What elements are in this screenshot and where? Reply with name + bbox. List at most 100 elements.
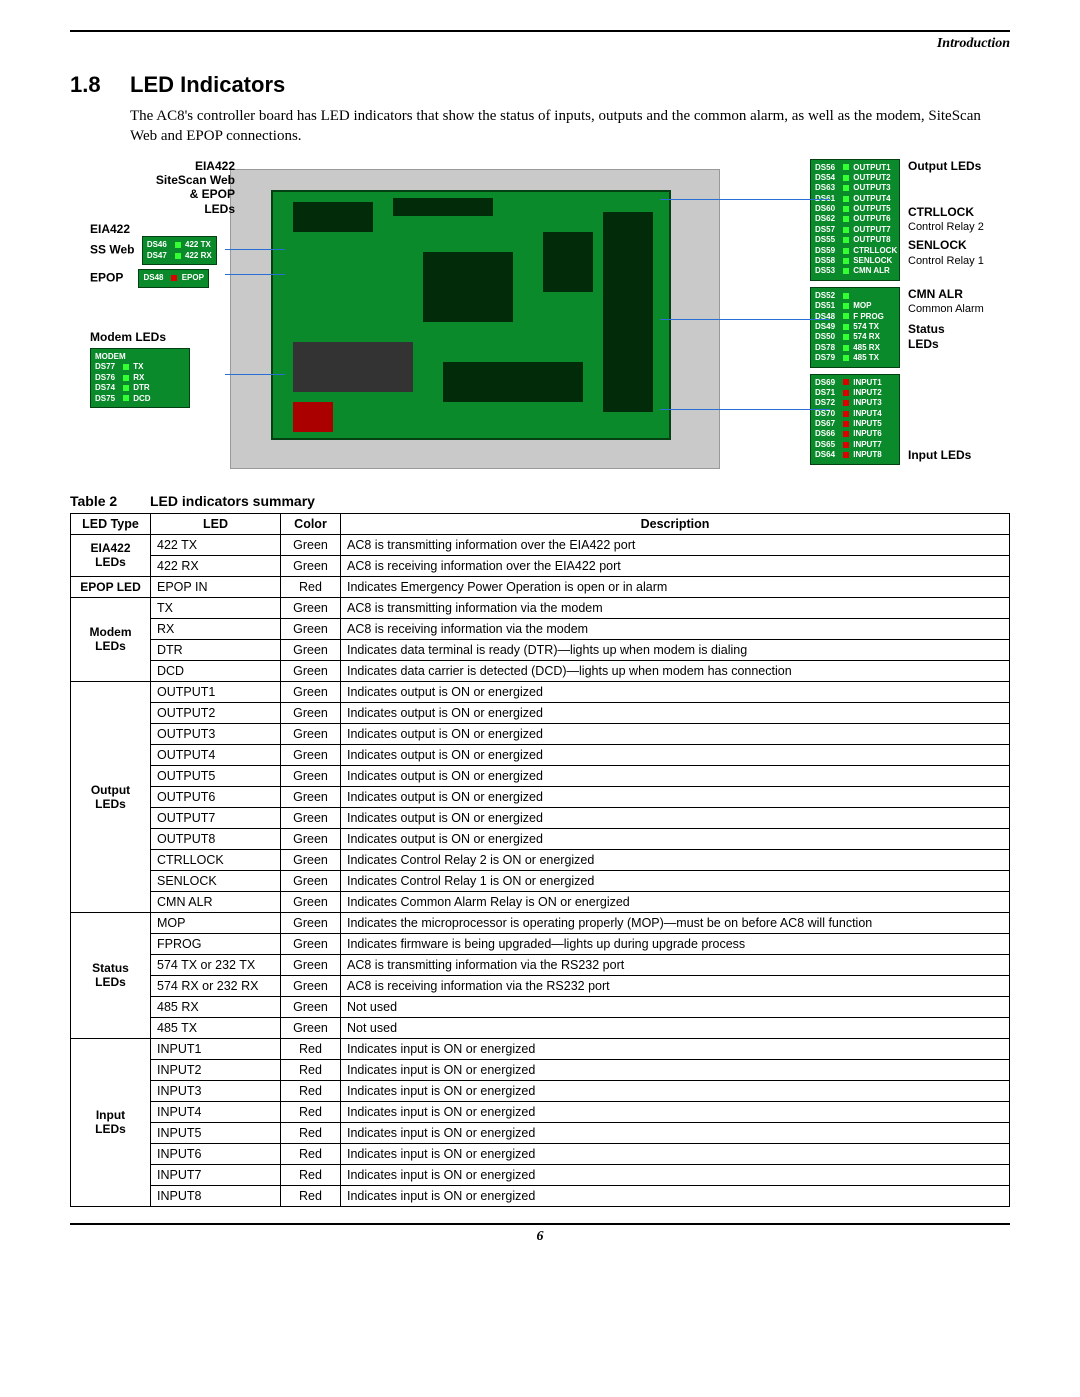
led-color-cell: Green [281,702,341,723]
led-name-cell: TX [151,597,281,618]
table-row: 574 TX or 232 TXGreenAC8 is transmitting… [71,954,1010,975]
led-type-cell: EPOP LED [71,576,151,597]
input-led-block: DS69 INPUT1DS71 INPUT2DS72 INPUT3DS70 IN… [810,374,900,465]
connector-line [225,374,285,375]
modem-leds-label: Modem LEDs [90,330,235,344]
led-desc-cell: Indicates input is ON or energized [341,1080,1010,1101]
table-number: Table 2 [70,493,150,509]
led-name-cell: 485 RX [151,996,281,1017]
table-row: 574 RX or 232 RXGreenAC8 is receiving in… [71,975,1010,996]
intro-paragraph: The AC8's controller board has LED indic… [130,106,1010,147]
connector-line [660,199,830,200]
led-name-cell: INPUT6 [151,1143,281,1164]
led-color-cell: Red [281,1122,341,1143]
epop-label: EPOP DS48 EPOP [90,269,235,287]
table-row: FPROGGreenIndicates firmware is being up… [71,933,1010,954]
led-desc-cell: Indicates Control Relay 2 is ON or energ… [341,849,1010,870]
table-row: INPUT7RedIndicates input is ON or energi… [71,1164,1010,1185]
led-desc-cell: Indicates input is ON or energized [341,1038,1010,1059]
led-name-cell: DCD [151,660,281,681]
led-color-cell: Green [281,954,341,975]
led-color-cell: Green [281,786,341,807]
led-type-cell: OutputLEDs [71,681,151,912]
led-name-cell: OUTPUT4 [151,744,281,765]
led-name-cell: OUTPUT5 [151,765,281,786]
led-name-cell: INPUT3 [151,1080,281,1101]
led-name-cell: 422 TX [151,534,281,555]
led-name-cell: OUTPUT6 [151,786,281,807]
led-color-cell: Red [281,1080,341,1101]
connector-line [225,274,285,275]
led-color-cell: Red [281,1143,341,1164]
senlock-label: SENLOCK [908,238,984,252]
table-header: LED TypeLEDColorDescription [71,513,1010,534]
led-desc-cell: Indicates data terminal is ready (DTR)—l… [341,639,1010,660]
led-name-cell: INPUT2 [151,1059,281,1080]
led-desc-cell: Indicates output is ON or energized [341,786,1010,807]
input-leds-label: Input LEDs [908,448,971,462]
led-desc-cell: Indicates Common Alarm Relay is ON or en… [341,891,1010,912]
led-desc-cell: Indicates output is ON or energized [341,828,1010,849]
led-name-cell: CTRLLOCK [151,849,281,870]
led-name-cell: 574 RX or 232 RX [151,975,281,996]
table-row: CMN ALRGreenIndicates Common Alarm Relay… [71,891,1010,912]
led-desc-cell: Indicates input is ON or energized [341,1164,1010,1185]
led-desc-cell: Indicates data carrier is detected (DCD)… [341,660,1010,681]
table-row: InputLEDsINPUT1RedIndicates input is ON … [71,1038,1010,1059]
table-header-cell: Description [341,513,1010,534]
led-name-cell: DTR [151,639,281,660]
connector-line [225,249,285,250]
table-row: OUTPUT6GreenIndicates output is ON or en… [71,786,1010,807]
led-indicators-table: LED TypeLEDColorDescription EIA422LEDs42… [70,513,1010,1207]
led-desc-cell: Indicates Emergency Power Operation is o… [341,576,1010,597]
led-color-cell: Green [281,807,341,828]
led-diagram: EIA422 SiteScan Web & EPOP LEDs EIA422 S… [90,159,1010,479]
table-row: INPUT6RedIndicates input is ON or energi… [71,1143,1010,1164]
led-name-cell: OUTPUT1 [151,681,281,702]
table-row: DTRGreenIndicates data terminal is ready… [71,639,1010,660]
led-name-cell: CMN ALR [151,891,281,912]
breadcrumb: Introduction [70,36,1010,52]
led-color-cell: Green [281,597,341,618]
epop-led-block: DS48 EPOP [138,269,208,287]
table-row: OUTPUT2GreenIndicates output is ON or en… [71,702,1010,723]
led-desc-cell: Indicates input is ON or energized [341,1101,1010,1122]
table-row: DCDGreenIndicates data carrier is detect… [71,660,1010,681]
led-desc-cell: AC8 is transmitting information over the… [341,534,1010,555]
table-row: ModemLEDsTXGreenAC8 is transmitting info… [71,597,1010,618]
table-row: OUTPUT3GreenIndicates output is ON or en… [71,723,1010,744]
led-desc-cell: Indicates input is ON or energized [341,1143,1010,1164]
led-desc-cell: Not used [341,1017,1010,1038]
table-row: OUTPUT7GreenIndicates output is ON or en… [71,807,1010,828]
led-color-cell: Green [281,639,341,660]
led-desc-cell: AC8 is receiving information over the EI… [341,555,1010,576]
led-desc-cell: Not used [341,996,1010,1017]
table-body: EIA422LEDs422 TXGreenAC8 is transmitting… [71,534,1010,1206]
led-desc-cell: Indicates output is ON or energized [341,681,1010,702]
led-color-cell: Green [281,1017,341,1038]
led-desc-cell: Indicates input is ON or energized [341,1185,1010,1206]
led-desc-cell: Indicates output is ON or energized [341,807,1010,828]
led-name-cell: INPUT8 [151,1185,281,1206]
led-desc-cell: AC8 is receiving information via the mod… [341,618,1010,639]
led-name-cell: OUTPUT2 [151,702,281,723]
table-row: INPUT4RedIndicates input is ON or energi… [71,1101,1010,1122]
led-name-cell: OUTPUT7 [151,807,281,828]
led-name-cell: 422 RX [151,555,281,576]
section-number: 1.8 [70,72,130,98]
table-row: INPUT5RedIndicates input is ON or energi… [71,1122,1010,1143]
led-name-cell: OUTPUT3 [151,723,281,744]
led-type-cell: InputLEDs [71,1038,151,1206]
led-color-cell: Red [281,576,341,597]
led-color-cell: Red [281,1164,341,1185]
cmnalr-label: CMN ALR [908,287,984,301]
modem-led-block: MODEMDS77 TXDS76 RXDS74 DTRDS75 DCD [90,348,190,408]
status-led-block: DS52 DS51 MOPDS48 F PROGDS49 574 TXDS50 … [810,287,900,368]
led-color-cell: Green [281,996,341,1017]
table-row: INPUT3RedIndicates input is ON or energi… [71,1080,1010,1101]
led-desc-cell: Indicates Control Relay 1 is ON or energ… [341,870,1010,891]
led-desc-cell: Indicates input is ON or energized [341,1122,1010,1143]
led-desc-cell: AC8 is receiving information via the RS2… [341,975,1010,996]
footer-rule [70,1223,1010,1225]
led-desc-cell: Indicates firmware is being upgraded—lig… [341,933,1010,954]
